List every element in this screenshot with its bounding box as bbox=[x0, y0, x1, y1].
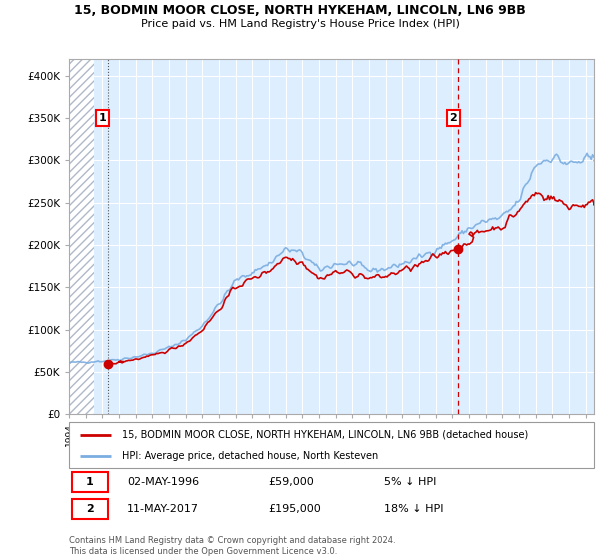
Text: 1: 1 bbox=[86, 477, 94, 487]
FancyBboxPatch shape bbox=[71, 472, 109, 492]
Text: 18% ↓ HPI: 18% ↓ HPI bbox=[384, 504, 443, 514]
Text: 15, BODMIN MOOR CLOSE, NORTH HYKEHAM, LINCOLN, LN6 9BB: 15, BODMIN MOOR CLOSE, NORTH HYKEHAM, LI… bbox=[74, 4, 526, 17]
FancyBboxPatch shape bbox=[69, 422, 594, 468]
Text: 1: 1 bbox=[99, 113, 107, 123]
Text: 5% ↓ HPI: 5% ↓ HPI bbox=[384, 477, 436, 487]
Text: 2: 2 bbox=[86, 504, 94, 514]
Text: 02-MAY-1996: 02-MAY-1996 bbox=[127, 477, 199, 487]
Text: 11-MAY-2017: 11-MAY-2017 bbox=[127, 504, 199, 514]
Text: £195,000: £195,000 bbox=[269, 504, 321, 514]
Text: £59,000: £59,000 bbox=[269, 477, 314, 487]
Text: 15, BODMIN MOOR CLOSE, NORTH HYKEHAM, LINCOLN, LN6 9BB (detached house): 15, BODMIN MOOR CLOSE, NORTH HYKEHAM, LI… bbox=[121, 430, 528, 440]
Text: 2: 2 bbox=[449, 113, 457, 123]
FancyBboxPatch shape bbox=[71, 499, 109, 519]
Text: Price paid vs. HM Land Registry's House Price Index (HPI): Price paid vs. HM Land Registry's House … bbox=[140, 19, 460, 29]
Text: HPI: Average price, detached house, North Kesteven: HPI: Average price, detached house, Nort… bbox=[121, 451, 378, 461]
Text: Contains HM Land Registry data © Crown copyright and database right 2024.
This d: Contains HM Land Registry data © Crown c… bbox=[69, 536, 395, 556]
